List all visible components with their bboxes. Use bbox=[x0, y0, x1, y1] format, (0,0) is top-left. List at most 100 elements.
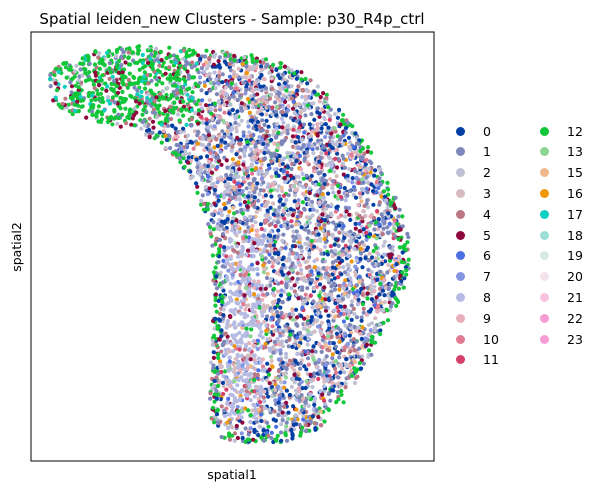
scatter-point bbox=[105, 119, 111, 125]
scatter-point bbox=[202, 69, 207, 74]
scatter-point bbox=[252, 81, 257, 86]
scatter-point bbox=[355, 293, 361, 298]
scatter-point bbox=[226, 396, 231, 401]
scatter-point bbox=[219, 162, 224, 167]
scatter-point bbox=[152, 99, 157, 104]
scatter-point bbox=[267, 70, 272, 75]
scatter-point bbox=[237, 229, 242, 234]
scatter-point bbox=[337, 339, 342, 344]
scatter-point bbox=[265, 129, 270, 134]
scatter-point bbox=[110, 74, 115, 79]
scatter-point bbox=[336, 156, 341, 162]
scatter-point bbox=[359, 336, 364, 341]
scatter-point bbox=[127, 46, 132, 51]
scatter-point bbox=[128, 93, 133, 98]
scatter-point bbox=[357, 242, 362, 247]
scatter-point bbox=[236, 359, 241, 364]
scatter-point bbox=[333, 366, 338, 371]
scatter-point bbox=[294, 158, 299, 163]
scatter-point bbox=[318, 95, 323, 100]
scatter-point bbox=[208, 80, 213, 85]
scatter-point bbox=[298, 110, 303, 115]
scatter-point bbox=[253, 124, 258, 129]
scatter-point bbox=[357, 171, 362, 176]
scatter-point bbox=[320, 176, 325, 181]
scatter-point bbox=[214, 412, 220, 417]
scatter-point bbox=[359, 286, 364, 291]
scatter-point bbox=[167, 45, 172, 50]
scatter-point bbox=[389, 200, 394, 206]
scatter-point bbox=[280, 300, 285, 305]
scatter-point bbox=[378, 269, 383, 274]
scatter-point bbox=[240, 435, 245, 441]
scatter-point bbox=[98, 119, 103, 124]
scatter-point bbox=[343, 125, 349, 131]
scatter-point bbox=[383, 259, 388, 264]
scatter-point bbox=[145, 57, 150, 62]
scatter-point bbox=[284, 355, 289, 360]
scatter-point bbox=[312, 265, 317, 270]
scatter-point bbox=[155, 104, 160, 109]
scatter-point bbox=[373, 220, 378, 225]
scatter-point bbox=[135, 81, 140, 86]
scatter-point bbox=[151, 107, 156, 112]
scatter-point bbox=[235, 404, 240, 409]
scatter-point bbox=[69, 90, 74, 95]
scatter-point bbox=[319, 349, 324, 354]
scatter-point bbox=[279, 269, 284, 274]
scatter-point bbox=[195, 141, 200, 146]
scatter-point bbox=[358, 246, 363, 251]
scatter-point bbox=[292, 380, 297, 385]
scatter-point bbox=[280, 188, 285, 194]
scatter-point bbox=[325, 378, 330, 383]
scatter-point bbox=[301, 176, 306, 181]
scatter-point bbox=[267, 336, 272, 341]
scatter-point bbox=[315, 106, 320, 111]
scatter-point bbox=[154, 82, 159, 87]
scatter-point bbox=[251, 353, 256, 358]
scatter-point bbox=[253, 166, 258, 171]
scatter-point bbox=[309, 331, 314, 336]
scatter-point bbox=[273, 94, 279, 99]
scatter-point bbox=[322, 398, 327, 403]
scatter-point bbox=[165, 86, 170, 91]
scatter-point bbox=[255, 346, 260, 352]
scatter-point bbox=[274, 67, 279, 72]
scatter-point bbox=[239, 415, 244, 420]
scatter-point bbox=[350, 180, 355, 185]
scatter-point bbox=[373, 168, 378, 173]
scatter-point bbox=[187, 47, 192, 53]
scatter-point bbox=[269, 430, 274, 435]
scatter-point bbox=[259, 435, 264, 440]
scatter-point bbox=[96, 83, 102, 88]
scatter-point bbox=[239, 305, 244, 310]
scatter-point bbox=[369, 291, 374, 296]
scatter-point bbox=[234, 297, 239, 302]
scatter-point bbox=[247, 287, 252, 292]
scatter-point bbox=[366, 258, 371, 263]
scatter-point bbox=[214, 274, 219, 279]
scatter-point bbox=[352, 324, 357, 330]
scatter-point bbox=[265, 208, 270, 213]
scatter-point bbox=[325, 163, 330, 168]
scatter-point bbox=[360, 216, 365, 221]
scatter-point bbox=[269, 174, 274, 179]
scatter-point bbox=[390, 301, 395, 306]
scatter-point bbox=[235, 209, 240, 215]
scatter-point bbox=[137, 77, 142, 82]
scatter-point bbox=[342, 165, 348, 170]
scatter-point bbox=[169, 59, 174, 64]
scatter-point bbox=[164, 92, 169, 98]
scatter-point bbox=[305, 103, 310, 108]
scatter-point bbox=[252, 241, 257, 246]
scatter-point bbox=[322, 419, 327, 424]
scatter-point bbox=[300, 171, 305, 176]
scatter-point bbox=[275, 234, 280, 239]
scatter-point bbox=[299, 379, 304, 384]
scatter-point bbox=[276, 357, 281, 362]
scatter-point bbox=[165, 112, 170, 118]
scatter-point bbox=[338, 384, 343, 389]
scatter-point bbox=[249, 227, 254, 233]
scatter-point bbox=[274, 126, 279, 131]
scatter-point bbox=[218, 107, 223, 112]
